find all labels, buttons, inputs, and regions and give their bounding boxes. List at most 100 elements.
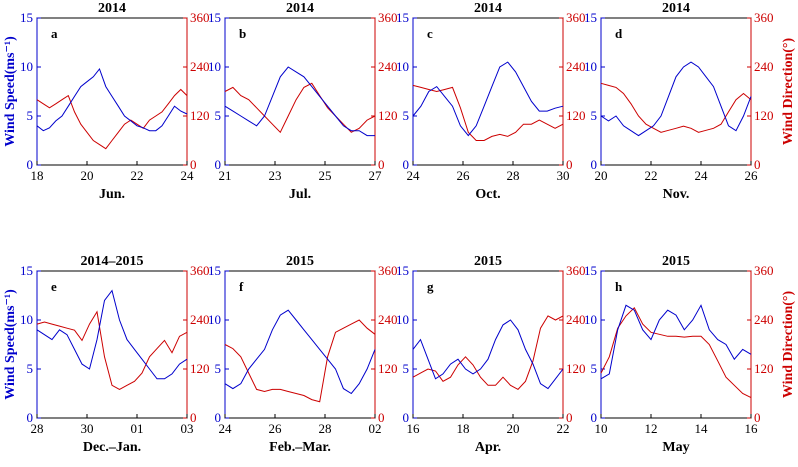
left-tick-label: 0 bbox=[215, 157, 222, 172]
x-tick-label: 12 bbox=[645, 421, 658, 436]
x-tick-label: 28 bbox=[319, 421, 332, 436]
panel-b: 2014 0 5 10 15 0 120 240 360 21 23 25 27 Jul. b bbox=[208, 1, 398, 202]
left-tick-label: 5 bbox=[215, 361, 222, 376]
left-tick-label: 5 bbox=[215, 108, 222, 123]
x-tick-label: 24 bbox=[181, 168, 195, 183]
x-tick-label: 26 bbox=[269, 421, 283, 436]
x-tick-label: 21 bbox=[219, 168, 232, 183]
right-tick-label: 360 bbox=[378, 10, 398, 25]
panel-title: 2014 bbox=[98, 1, 126, 16]
x-axis-label: May bbox=[662, 440, 689, 455]
left-tick-label: 0 bbox=[403, 410, 410, 425]
left-tick-label: 10 bbox=[396, 59, 409, 74]
left-tick-label: 10 bbox=[20, 312, 33, 327]
left-tick-label: 0 bbox=[27, 157, 34, 172]
left-tick-label: 15 bbox=[208, 263, 221, 278]
right-tick-label: 240 bbox=[378, 312, 398, 327]
left-tick-label: 10 bbox=[584, 59, 597, 74]
right-tick-label: 360 bbox=[190, 263, 210, 278]
left-tick-label: 15 bbox=[584, 263, 597, 278]
panel-letter: g bbox=[427, 279, 434, 294]
right-tick-label: 0 bbox=[378, 157, 385, 172]
x-tick-label: 26 bbox=[745, 168, 759, 183]
right-tick-label: 120 bbox=[566, 108, 586, 123]
wind-direction-axis-label: Wind Direction(°) bbox=[781, 290, 796, 398]
left-tick-label: 10 bbox=[20, 59, 33, 74]
direction-series-line bbox=[224, 82, 376, 134]
right-tick-label: 120 bbox=[378, 108, 398, 123]
direction-series-line bbox=[600, 82, 752, 133]
right-tick-label: 0 bbox=[754, 157, 761, 172]
panel-letter: f bbox=[239, 279, 244, 294]
plot-frame bbox=[36, 17, 188, 166]
x-tick-label: 03 bbox=[181, 421, 194, 436]
right-tick-label: 240 bbox=[378, 59, 398, 74]
right-tick-label: 0 bbox=[190, 410, 197, 425]
x-tick-label: 22 bbox=[557, 421, 570, 436]
right-tick-label: 360 bbox=[378, 263, 398, 278]
direction-series-line bbox=[36, 310, 188, 390]
right-tick-label: 120 bbox=[190, 361, 210, 376]
right-tick-label: 120 bbox=[754, 108, 774, 123]
x-tick-label: 16 bbox=[745, 421, 759, 436]
direction-series-line bbox=[600, 306, 752, 399]
left-tick-label: 15 bbox=[20, 263, 33, 278]
right-tick-label: 0 bbox=[378, 410, 385, 425]
plot-frame bbox=[412, 270, 564, 419]
x-axis-label: Oct. bbox=[475, 187, 500, 202]
plot-frame bbox=[600, 17, 752, 166]
panel-f: 2015 0 5 10 15 0 120 240 360 24 26 28 02 Feb.–Mar. f bbox=[208, 254, 398, 455]
x-tick-label: 18 bbox=[457, 421, 470, 436]
speed-series-line bbox=[224, 66, 375, 137]
speed-series-line bbox=[36, 289, 188, 380]
right-tick-label: 120 bbox=[566, 361, 586, 376]
right-tick-label: 120 bbox=[754, 361, 774, 376]
x-axis-label: Nov. bbox=[663, 187, 690, 202]
x-tick-label: 24 bbox=[219, 421, 233, 436]
x-tick-label: 02 bbox=[369, 421, 382, 436]
panel-letter: b bbox=[239, 26, 246, 41]
x-tick-label: 25 bbox=[319, 168, 332, 183]
x-tick-label: 24 bbox=[407, 168, 421, 183]
left-tick-label: 5 bbox=[27, 361, 34, 376]
left-tick-label: 0 bbox=[27, 410, 34, 425]
x-tick-label: 24 bbox=[695, 168, 709, 183]
panel-title: 2014 bbox=[286, 1, 314, 16]
left-tick-label: 0 bbox=[215, 410, 222, 425]
x-axis-label: Jun. bbox=[99, 187, 125, 202]
x-tick-label: 28 bbox=[507, 168, 520, 183]
plot-frame bbox=[600, 270, 752, 419]
right-tick-label: 360 bbox=[754, 263, 774, 278]
right-tick-label: 360 bbox=[566, 10, 586, 25]
x-axis-label: Dec.–Jan. bbox=[83, 440, 141, 455]
wind-speed-axis-label: Wind Speed(ms⁻¹) bbox=[3, 36, 18, 147]
speed-series-line bbox=[600, 61, 752, 137]
panel-title: 2014 bbox=[662, 1, 690, 16]
left-tick-label: 10 bbox=[584, 312, 597, 327]
right-tick-label: 0 bbox=[566, 157, 573, 172]
panel-e: 2014–2015 0 5 10 15 0 120 240 360 28 30 01 03 Dec.–Ja… bbox=[20, 254, 210, 455]
left-tick-label: 10 bbox=[208, 312, 221, 327]
left-tick-label: 5 bbox=[403, 361, 410, 376]
panel-letter: e bbox=[51, 279, 57, 294]
right-tick-label: 0 bbox=[754, 410, 761, 425]
right-tick-label: 240 bbox=[190, 312, 210, 327]
left-tick-label: 15 bbox=[396, 10, 409, 25]
panel-letter: d bbox=[615, 26, 623, 41]
panel-title: 2015 bbox=[286, 254, 314, 269]
panel-title: 2015 bbox=[662, 254, 690, 269]
direction-series-line bbox=[412, 84, 564, 141]
speed-series-line bbox=[412, 319, 564, 390]
speed-series-line bbox=[36, 67, 188, 132]
panel-title: 2015 bbox=[474, 254, 502, 269]
panel-h: 2015 0 5 10 15 0 120 240 360 10 12 14 16 May h bbox=[584, 254, 774, 455]
panel-a: 2014 0 5 10 15 0 120 240 360 18 20 22 24 Jun. a bbox=[20, 1, 210, 202]
panel-title: 2014–2015 bbox=[81, 254, 144, 269]
left-tick-label: 0 bbox=[403, 157, 410, 172]
panel-letter: a bbox=[51, 26, 58, 41]
direction-series-line bbox=[412, 315, 564, 391]
right-tick-label: 0 bbox=[190, 157, 197, 172]
x-tick-label: 10 bbox=[595, 421, 608, 436]
